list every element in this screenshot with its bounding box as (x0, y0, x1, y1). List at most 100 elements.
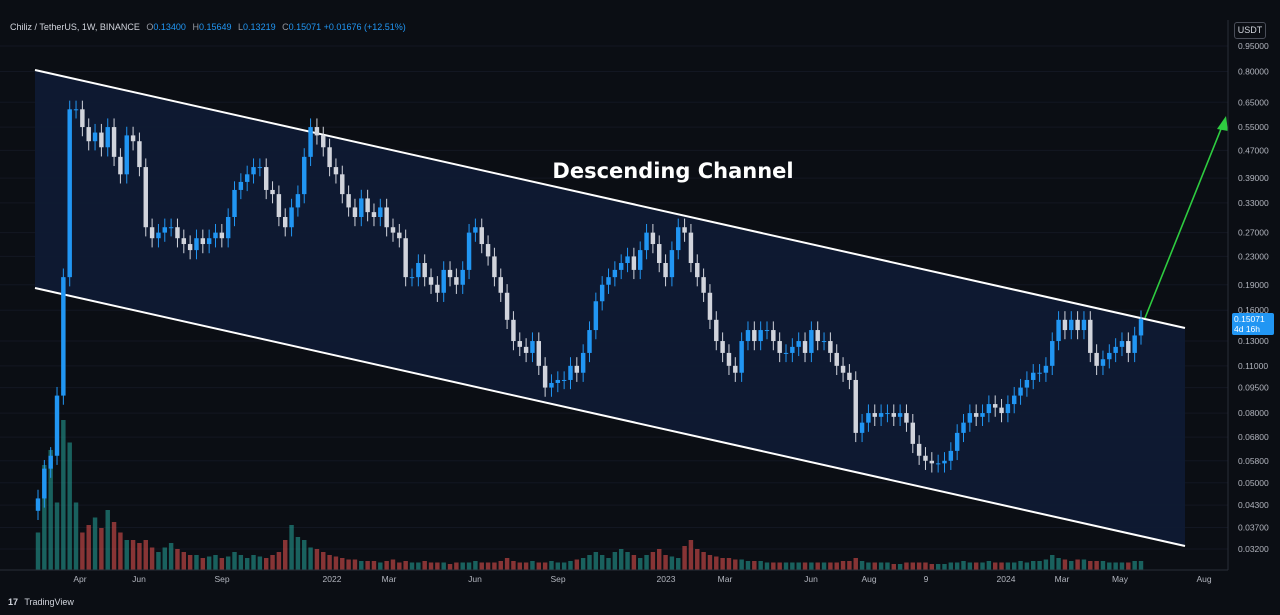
candle-body (48, 455, 53, 469)
volume-bar (187, 555, 193, 570)
candle-body (523, 346, 529, 353)
candle-body (105, 127, 110, 148)
candle-body (1094, 352, 1099, 366)
candle-body (441, 269, 446, 293)
price-tick-label: 0.16000 (1238, 305, 1269, 315)
candle-body (321, 135, 326, 148)
volume-bar (365, 561, 370, 570)
symbol-title[interactable]: Chiliz / TetherUS, 1W, BINANCE (10, 22, 140, 32)
candle-body (200, 238, 206, 245)
close-label: C (282, 22, 289, 32)
candle-body (828, 341, 833, 353)
volume-bar (916, 562, 922, 570)
time-tick-label: Aug (861, 574, 876, 584)
candle-body (232, 189, 237, 217)
volume-bar (828, 562, 833, 570)
volume-bar (346, 559, 351, 570)
candle-body (1138, 319, 1144, 336)
volume-bar (238, 555, 244, 570)
candle-body (961, 422, 966, 433)
volume-bar (257, 556, 263, 570)
volume-bar (1056, 558, 1061, 570)
candle-body (935, 463, 941, 465)
volume-bar (885, 562, 890, 570)
candle-body (986, 404, 992, 414)
volume-bar (897, 564, 903, 570)
volume-bars (35, 420, 1144, 570)
price-axis[interactable]: 0.95000 0.80000 0.65000 0.55000 0.47000 0.390… (1227, 20, 1269, 570)
volume-bar (739, 559, 744, 570)
candle-body (942, 460, 947, 464)
time-tick-label: Jun (132, 574, 146, 584)
candle-body (1081, 319, 1087, 331)
price-tick-label: 0.06800 (1238, 432, 1269, 442)
volume-bar (758, 561, 763, 570)
candle-body (714, 319, 719, 342)
volume-bar (485, 562, 491, 570)
price-tick-label: 0.11000 (1238, 361, 1268, 371)
volume-bar (663, 555, 668, 570)
time-axis[interactable]: Apr Jun Sep 2022 Mar Jun Sep 2023 Mar Jun Aug 9 2024… (0, 569, 1228, 584)
candle-body (606, 277, 611, 285)
tradingview-footer[interactable]: 17 TradingView (8, 597, 74, 607)
candle-body (378, 207, 383, 217)
candle-body (650, 232, 656, 245)
volume-bar (593, 552, 599, 570)
time-tick-label: Mar (1055, 574, 1070, 584)
volume-bar (390, 559, 396, 570)
volume-bar (923, 562, 928, 570)
candle-body (1037, 372, 1042, 374)
volume-bar (340, 558, 345, 570)
candle-body (745, 330, 751, 342)
volume-bar (618, 549, 624, 570)
candle-body (992, 404, 998, 408)
volume-bar (942, 564, 947, 570)
volume-bar (283, 540, 288, 570)
volume-bar (555, 562, 561, 570)
volume-bar (67, 442, 72, 570)
time-tick-label: Mar (382, 574, 397, 584)
volume-bar (999, 562, 1004, 570)
candle-body (796, 341, 801, 347)
currency-button[interactable]: USDT (1234, 22, 1266, 39)
candle-body (821, 341, 827, 343)
candle-body (130, 135, 136, 142)
price-tick-label: 0.23000 (1238, 251, 1269, 261)
candle-body (365, 198, 370, 213)
candle-body (695, 263, 700, 278)
volume-bar (111, 522, 117, 570)
volume-bar (657, 549, 662, 570)
last-price-tag: 0.15071 4d 16h (1232, 313, 1274, 336)
volume-bar (891, 564, 896, 570)
volume-bar (447, 564, 453, 570)
volume-bar (1138, 561, 1144, 570)
candle-body (175, 227, 180, 239)
candle-body (1132, 335, 1137, 353)
volume-bar (35, 532, 41, 570)
volume-bar (872, 562, 877, 570)
candle-body (790, 346, 795, 353)
price-tick-label: 0.47000 (1238, 145, 1269, 155)
volume-bar (308, 547, 313, 570)
volume-bar (809, 562, 814, 570)
time-tick-label: Jun (804, 574, 818, 584)
candle-body (80, 109, 85, 128)
candle-body (238, 181, 244, 190)
volume-bar (676, 558, 681, 570)
candle-body (707, 292, 713, 320)
volume-bar (606, 558, 611, 570)
candle-body (118, 156, 123, 175)
candle-body (948, 450, 954, 461)
candle-body (866, 413, 871, 423)
volume-bar (225, 556, 231, 570)
volume-bar (511, 561, 516, 570)
candle-body (530, 341, 535, 353)
low-value: 0.13219 (243, 22, 276, 32)
candle-body (422, 263, 427, 278)
volume-bar (834, 562, 839, 570)
candle-body (283, 216, 288, 228)
volume-bar (992, 562, 998, 570)
volume-bar (168, 543, 174, 570)
volume-bar (276, 552, 282, 570)
